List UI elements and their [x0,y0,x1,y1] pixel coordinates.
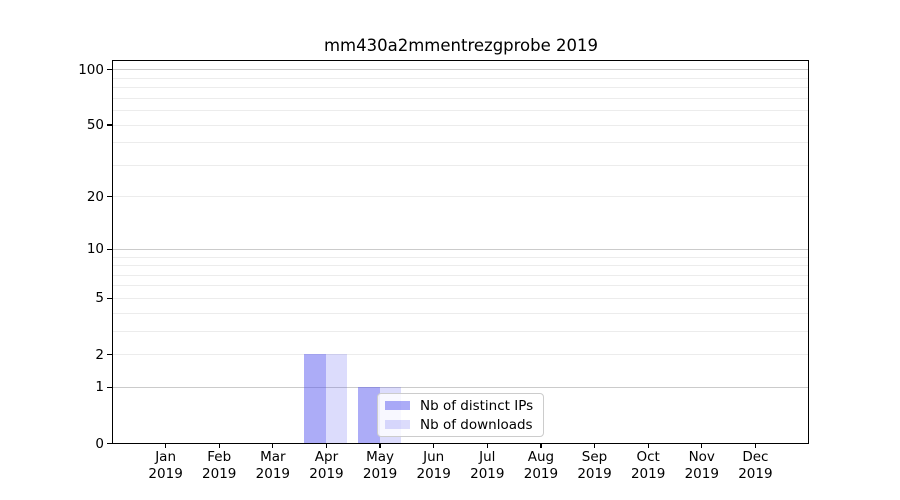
y-tick-label: 100 [78,61,104,78]
y-tick-mark [107,353,112,356]
x-tick-label: Oct 2019 [613,449,683,483]
x-tick-mark [379,443,381,448]
x-tick-year: 2019 [202,466,237,482]
x-tick-mark [754,443,756,448]
x-tick-year: 2019 [684,466,719,482]
bar-distinct-ips [358,386,380,443]
x-tick-label: Aug 2019 [506,449,576,483]
gridline-minor [113,87,808,89]
x-tick-mark [272,443,274,448]
gridline-major [113,69,808,71]
bar-downloads [325,354,348,443]
legend-item: Nb of distinct IPs [385,398,535,414]
x-tick-month: May [366,449,395,465]
y-tick-mark [107,386,112,388]
y-tick-label: 20 [86,188,104,205]
x-tick-year: 2019 [630,466,666,482]
y-tick-label: 10 [86,241,104,258]
x-tick-year: 2019 [470,466,505,482]
y-tick-mark [107,248,112,250]
y-tick-label: 50 [86,117,104,134]
gridline-minor [113,97,808,99]
x-tick-month: Nov [688,449,715,465]
x-tick-label: Sep 2019 [560,449,630,483]
gridline-major [113,386,808,388]
y-tick-mark [107,196,112,198]
x-tick-label: Jul 2019 [452,449,522,483]
legend-label: Nb of downloads [420,416,533,433]
x-tick-mark [701,443,703,448]
bar-distinct-ips [304,354,326,443]
gridline-minor [113,77,808,79]
gridline-minor [113,274,808,276]
x-tick-month: Aug [527,449,555,465]
x-tick-year: 2019 [738,466,773,482]
gridline-minor [113,164,808,166]
gridline-minor [113,110,808,112]
legend-swatch-icon [385,400,410,411]
x-tick-year: 2019 [523,466,559,482]
y-tick-label: 2 [95,346,104,363]
legend-item: Nb of downloads [385,417,535,433]
x-tick-mark [325,443,328,448]
gridline-minor [113,196,808,198]
x-tick-label: Mar 2019 [238,449,308,483]
y-tick-mark [107,442,112,445]
x-tick-label: Apr 2019 [291,449,361,483]
y-tick-label: 1 [95,379,104,396]
gridline-minor [113,142,808,144]
x-tick-label: Feb 2019 [184,449,254,483]
x-tick-year: 2019 [148,466,183,482]
x-tick-month: Feb [207,449,232,465]
x-tick-mark [647,443,649,448]
x-tick-mark [593,443,596,448]
y-tick-mark [107,124,112,126]
x-tick-year: 2019 [362,466,398,482]
x-tick-label: Jan 2019 [131,449,201,483]
gridline-minor [113,285,808,287]
x-tick-month: Sep [581,449,608,465]
chart-title: mm430a2mmentrezgprobe 2019 [323,36,599,55]
gridline-minor [113,312,808,314]
y-tick-label: 0 [95,435,104,452]
y-tick-label: 5 [95,290,104,307]
x-tick-mark [433,443,435,448]
x-tick-mark [486,443,488,448]
x-tick-mark [540,443,542,448]
x-tick-year: 2019 [255,466,291,482]
x-tick-month: Oct [636,449,660,465]
x-tick-month: Jul [479,449,496,465]
legend: Nb of distinct IPs Nb of downloads [377,393,544,437]
x-tick-mark [165,443,167,448]
gridline-minor [113,124,808,126]
plot-area [112,60,809,444]
x-tick-month: Jan [155,449,177,465]
x-tick-month: Apr [314,449,339,465]
x-tick-label: Nov 2019 [667,449,737,483]
x-tick-year: 2019 [416,466,451,482]
gridline-minor [113,354,808,356]
x-tick-label: May 2019 [345,449,415,483]
y-tick-mark [107,69,112,71]
gridline-minor [113,297,808,299]
x-tick-month: Jun [423,449,445,465]
x-tick-year: 2019 [577,466,612,482]
gridline-minor [113,330,808,332]
legend-swatch-icon [385,419,410,430]
x-tick-year: 2019 [309,466,344,482]
legend-label: Nb of distinct IPs [420,397,534,414]
x-tick-month: Dec [742,449,769,465]
gridline-major [113,248,808,250]
x-tick-label: Dec 2019 [720,449,790,483]
y-tick-mark [107,297,112,299]
x-tick-label: Jun 2019 [399,449,469,483]
gridline-minor [113,256,808,258]
gridline-minor [113,265,808,267]
x-tick-month: Mar [260,449,286,465]
x-tick-mark [218,443,220,448]
